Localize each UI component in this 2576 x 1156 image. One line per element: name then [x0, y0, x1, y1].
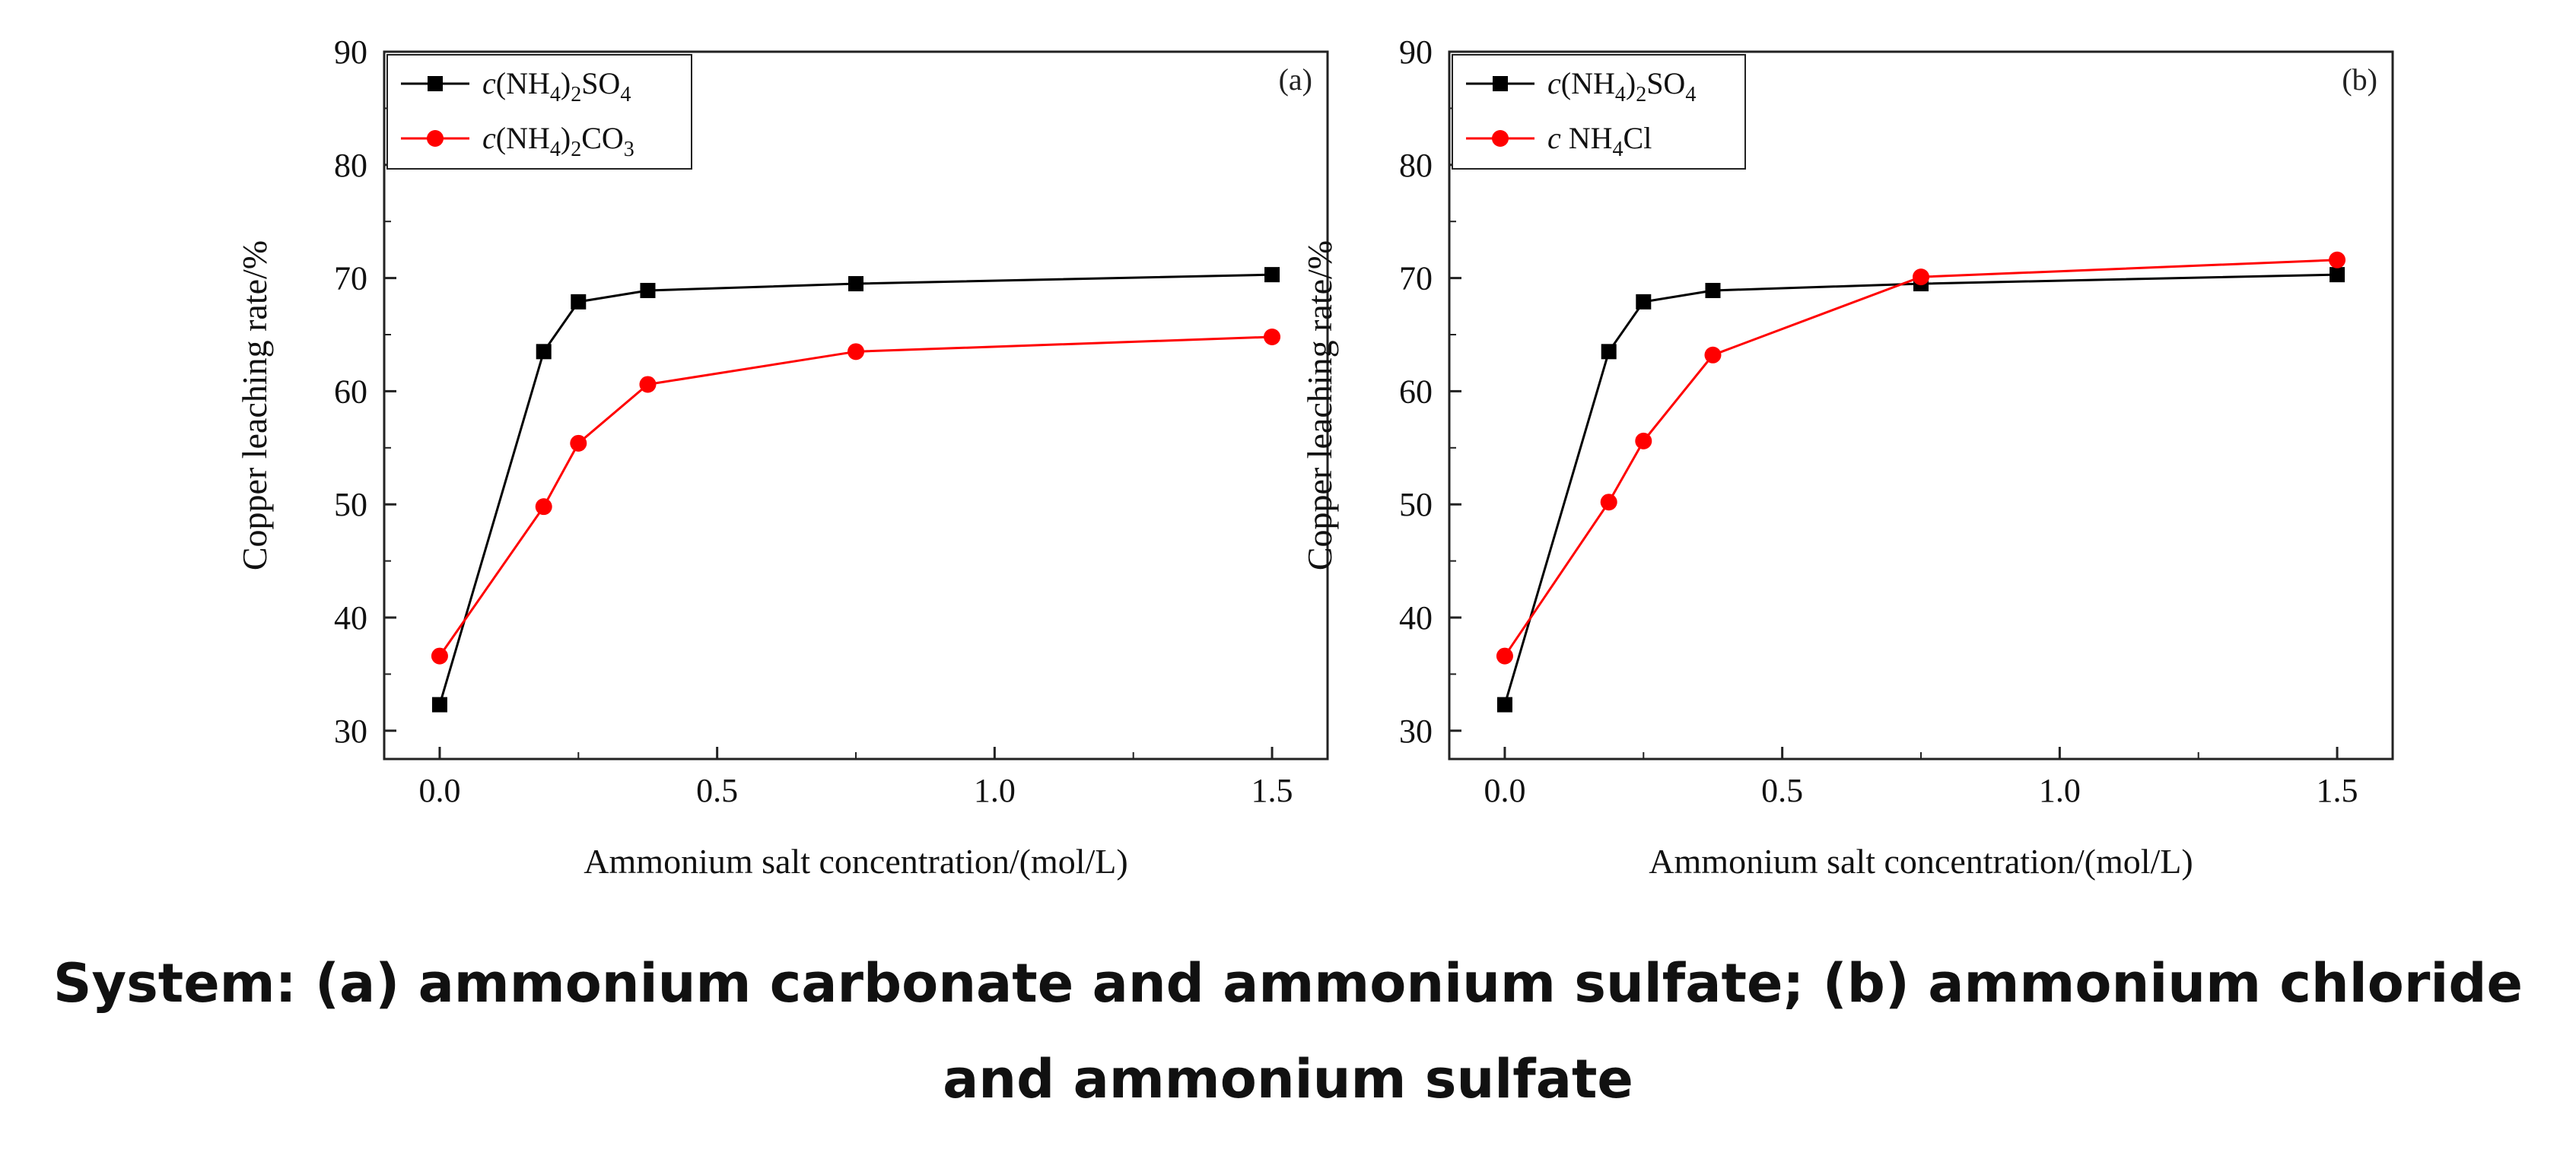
data-point-square — [571, 294, 587, 310]
y-tick-label: 60 — [334, 373, 367, 410]
y-tick-label: 90 — [1399, 33, 1433, 71]
chart-panel-a: 30 40 50 60 70 80 90 0.0 0.5 1.0 1.5 Ammonium salt … — [235, 33, 1329, 881]
y-tick-label: 50 — [1399, 486, 1433, 523]
x-tick-label: 1.0 — [2039, 772, 2081, 809]
series-line-2 — [1503, 259, 2338, 657]
data-point-square — [1636, 294, 1652, 310]
figure-caption: System: (a) ammonium carbonate and ammon… — [53, 952, 2523, 1110]
x-tick-label: 1.5 — [1251, 772, 1293, 809]
legend-marker-square — [428, 76, 443, 91]
data-point-circle — [535, 498, 552, 516]
data-point-square — [1264, 267, 1280, 283]
series-line-1 — [1503, 273, 2338, 705]
chart-panel-b: 30 40 50 60 70 80 90 0.0 0.5 1.0 1.5 Ammonium salt … — [1300, 33, 2394, 881]
y-axis-title: Copper leaching rate/% — [235, 240, 274, 570]
data-point-circle — [2329, 251, 2346, 268]
y-tick-label: 90 — [334, 33, 367, 71]
data-point-circle — [639, 376, 657, 393]
y-tick-label: 40 — [1399, 599, 1433, 637]
panel-label: (a) — [1279, 62, 1312, 97]
panel-label: (b) — [2342, 62, 2377, 97]
x-tick-label: 0.5 — [1761, 772, 1803, 809]
y-tick-label: 80 — [334, 147, 367, 184]
y-tick-label: 80 — [1399, 147, 1433, 184]
data-point-circle — [1704, 346, 1722, 364]
legend-label-1: c(NH4)2SO4 — [1547, 66, 1696, 106]
y-tick-label: 50 — [334, 486, 367, 523]
data-point-circle — [1600, 494, 1617, 511]
y-tick-label: 30 — [1399, 713, 1433, 750]
data-point-square — [848, 276, 863, 292]
y-axis-title: Copper leaching rate/% — [1300, 240, 1339, 570]
y-tick-label: 60 — [1399, 373, 1433, 410]
data-point-circle — [848, 343, 864, 360]
data-point-circle — [570, 434, 587, 452]
x-tick-label: 1.0 — [974, 772, 1016, 809]
legend-box — [386, 54, 692, 170]
y-tick-label: 70 — [1399, 260, 1433, 297]
series-line-1 — [438, 273, 1273, 705]
data-point-circle — [1496, 647, 1513, 665]
legend-label-2: c(NH4)2CO3 — [482, 121, 634, 161]
series-line-2 — [438, 335, 1273, 657]
legend-box — [1452, 54, 1746, 170]
x-tick-label: 0.0 — [418, 772, 460, 809]
x-axis-title: Ammonium salt concentration/(mol/L) — [1649, 842, 2193, 881]
legend-marker-circle — [1492, 130, 1509, 147]
x-axis-title: Ammonium salt concentration/(mol/L) — [584, 842, 1127, 881]
y-tick-label: 30 — [334, 713, 367, 750]
y-tick-label: 40 — [334, 599, 367, 637]
data-point-circle — [1264, 328, 1281, 345]
data-point-square — [536, 344, 552, 360]
x-tick-label: 0.0 — [1484, 772, 1525, 809]
y-tick-label: 70 — [334, 260, 367, 297]
data-point-square — [431, 697, 447, 713]
x-tick-label: 1.5 — [2317, 772, 2358, 809]
data-point-square — [1705, 282, 1721, 298]
data-point-square — [2330, 267, 2345, 283]
legend-label-2: c NH4Cl — [1547, 121, 1652, 161]
data-point-circle — [431, 647, 448, 665]
legend-label-1: c(NH4)2SO4 — [482, 66, 631, 106]
legend-marker-square — [1493, 76, 1508, 91]
data-point-square — [640, 282, 656, 298]
x-tick-label: 0.5 — [696, 772, 738, 809]
legend-marker-circle — [427, 130, 444, 147]
data-point-circle — [1913, 268, 1929, 286]
data-point-square — [1496, 697, 1512, 713]
data-point-square — [1601, 344, 1617, 360]
data-point-circle — [1635, 432, 1652, 449]
